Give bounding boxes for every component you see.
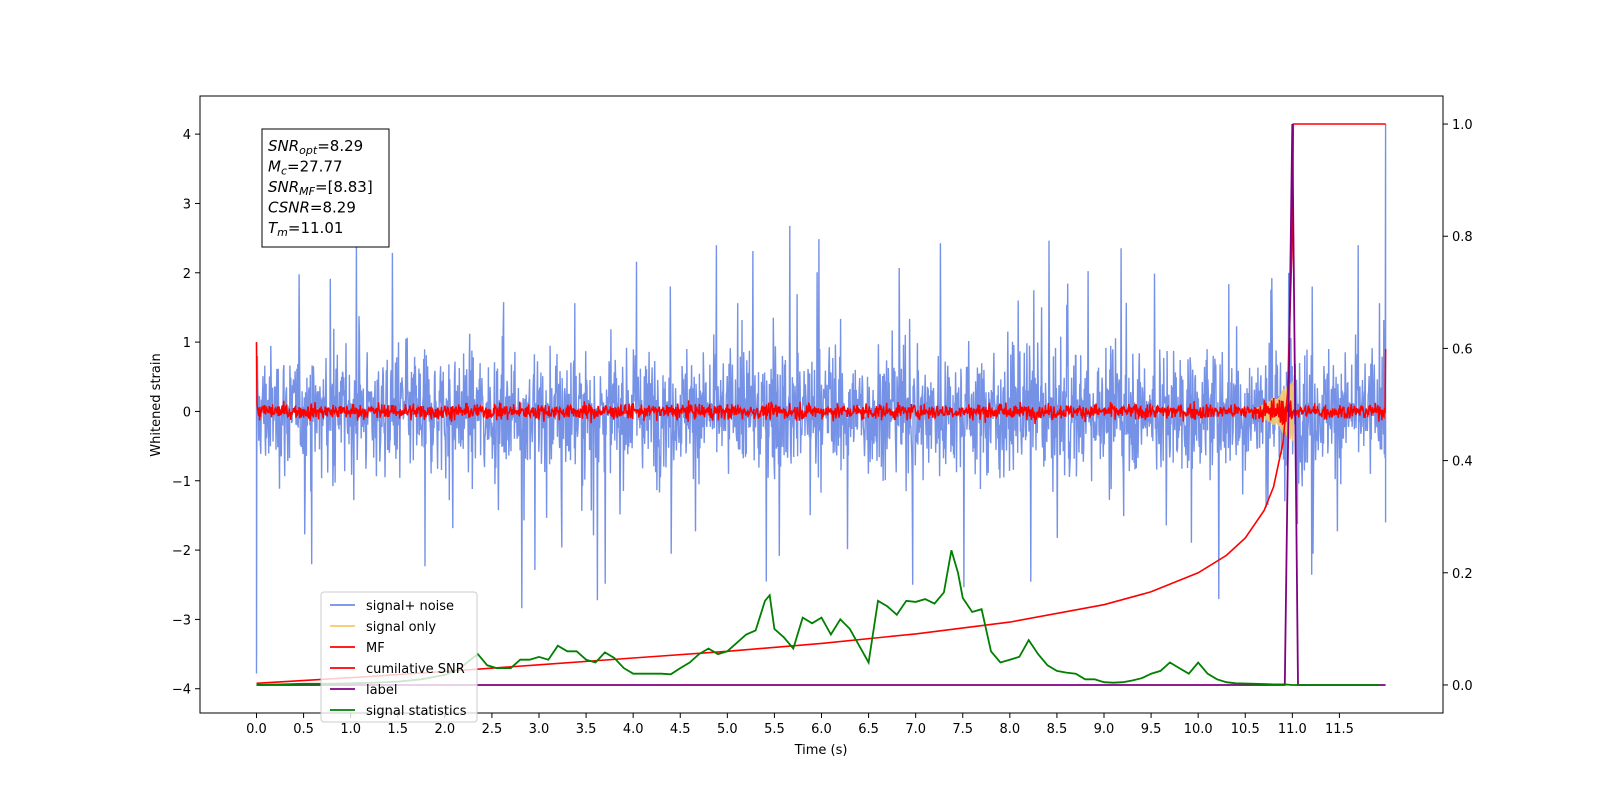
left-y-axis-ticks: 4 3 2 1 0 −1 −2 −3 −4 — [172, 128, 200, 698]
plot-area — [255, 123, 1387, 686]
x-tick-label: 8.0 — [999, 722, 1020, 737]
info-value: =11.01 — [288, 219, 344, 237]
x-tick-label: 7.0 — [905, 722, 926, 737]
right-y-tick-label: 0.6 — [1452, 342, 1473, 357]
left-y-tick-label: 3 — [183, 197, 191, 212]
legend-label: signal only — [366, 620, 436, 635]
info-symbol: SNR — [268, 178, 299, 196]
info-symbol: T — [268, 219, 279, 237]
left-y-tick-label: −2 — [172, 544, 191, 559]
x-tick-label: 0.5 — [293, 722, 314, 737]
signal-noise-line — [255, 123, 1387, 674]
info-box-line: Mc=27.77 — [268, 158, 343, 178]
left-y-tick-label: −4 — [172, 683, 191, 698]
legend-label: label — [366, 683, 397, 698]
info-subscript: m — [277, 226, 288, 239]
right-y-axis-ticks: 1.0 0.8 0.6 0.4 0.2 0.0 — [1443, 118, 1473, 694]
left-y-tick-label: 4 — [183, 128, 191, 143]
cumulative-snr-line — [256, 123, 1386, 685]
legend: signal+ noise signal only MF cumilative SNR… — [320, 591, 478, 723]
info-symbol: SNR — [268, 137, 299, 155]
x-tick-label: 3.0 — [529, 722, 550, 737]
x-tick-label: 4.5 — [670, 722, 691, 737]
x-tick-label: 5.0 — [717, 722, 738, 737]
x-tick-label: 2.0 — [434, 722, 455, 737]
x-tick-label: 1.0 — [340, 722, 361, 737]
mf-line — [255, 342, 1387, 425]
x-tick-label: 6.0 — [811, 722, 832, 737]
info-value: =27.77 — [287, 158, 343, 176]
left-y-tick-label: 0 — [183, 405, 191, 420]
info-subscript: MF — [299, 185, 315, 198]
x-tick-label: 3.5 — [576, 722, 597, 737]
info-subscript: opt — [299, 144, 318, 157]
snr-info-box: SNRopt=8.29Mc=27.77SNRMF=[8.83]CSNR=8.29… — [261, 128, 390, 248]
x-tick-label: 2.5 — [482, 722, 503, 737]
right-y-tick-label: 0.4 — [1452, 455, 1473, 470]
legend-label: MF — [366, 641, 385, 656]
info-box-line: SNRMF=[8.83] — [268, 178, 373, 198]
signal-statistics-line — [256, 550, 1380, 686]
info-subscript: c — [281, 165, 287, 178]
x-axis-ticks: 0.0 0.5 1.0 1.5 2.0 2.5 3.0 3.5 4.0 4.5 5.0 5.5 6.0 6… — [246, 713, 1354, 737]
right-y-tick-label: 0.8 — [1452, 230, 1473, 245]
x-tick-label: 4.0 — [623, 722, 644, 737]
x-tick-label: 10.5 — [1231, 722, 1260, 737]
left-y-tick-label: 1 — [183, 336, 191, 351]
info-value: =8.29 — [317, 137, 363, 155]
x-tick-label: 11.5 — [1325, 722, 1354, 737]
x-tick-label: 9.0 — [1094, 722, 1115, 737]
legend-label: signal statistics — [366, 704, 467, 719]
info-value: =[8.83] — [315, 178, 373, 196]
info-symbol: M — [268, 158, 281, 176]
x-tick-label: 11.0 — [1278, 722, 1307, 737]
info-box-line: SNRopt=8.29 — [268, 137, 363, 157]
legend-label: signal+ noise — [366, 599, 454, 614]
x-tick-label: 5.5 — [764, 722, 785, 737]
x-tick-label: 9.5 — [1141, 722, 1162, 737]
left-y-tick-label: −1 — [172, 475, 191, 490]
right-y-tick-label: 0.2 — [1452, 567, 1473, 582]
info-value: =8.29 — [310, 199, 356, 217]
axes-frame — [199, 95, 1444, 714]
x-tick-label: 10.0 — [1184, 722, 1213, 737]
right-y-tick-label: 0.0 — [1452, 679, 1473, 694]
info-symbol: CSNR — [268, 199, 310, 217]
x-axis-label: Time (s) — [794, 743, 848, 758]
left-y-axis-label: Whitened strain — [149, 353, 164, 456]
info-box-line: Tm=11.01 — [268, 219, 343, 239]
right-y-tick-label: 1.0 — [1452, 118, 1473, 133]
info-box-line: CSNR=8.29 — [268, 199, 356, 217]
x-tick-label: 6.5 — [858, 722, 879, 737]
x-tick-label: 8.5 — [1047, 722, 1068, 737]
x-tick-label: 1.5 — [387, 722, 408, 737]
x-tick-label: 7.5 — [952, 722, 973, 737]
left-y-tick-label: 2 — [183, 267, 191, 282]
legend-label: cumilative SNR — [366, 662, 465, 677]
x-tick-label: 0.0 — [246, 722, 267, 737]
left-y-tick-label: −3 — [172, 613, 191, 628]
